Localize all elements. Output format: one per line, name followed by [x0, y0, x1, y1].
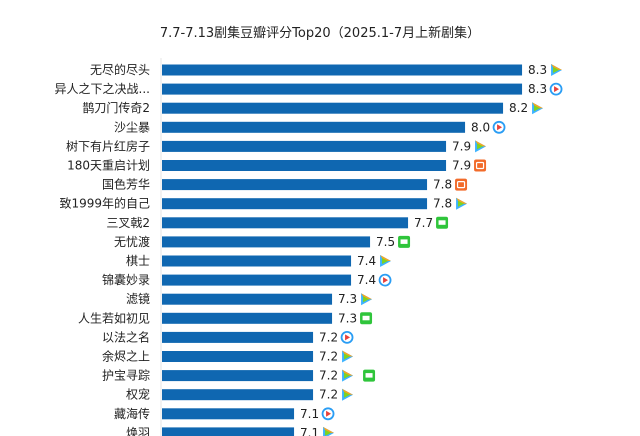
value-label: 7.3	[338, 292, 357, 306]
bar	[162, 83, 523, 95]
category-label: 滤镜	[126, 291, 150, 306]
iqiyi-platform-icon	[436, 216, 449, 229]
category-label: 树下有片红房子	[66, 138, 150, 153]
bar	[162, 102, 504, 114]
value-label: 7.5	[376, 235, 395, 249]
value-label: 8.3	[528, 63, 547, 77]
bar	[162, 293, 333, 305]
category-label: 以法之名	[102, 329, 150, 344]
bar	[162, 236, 371, 248]
value-label: 7.4	[357, 254, 376, 268]
youku-platform-icon	[549, 82, 563, 96]
category-label: 人生若如初见	[78, 310, 150, 325]
tencent-platform-icon	[551, 64, 563, 76]
mango-platform-icon	[474, 159, 487, 172]
category-label: 锦囊妙录	[102, 272, 150, 287]
tencent-platform-icon	[361, 293, 373, 306]
bar	[162, 427, 295, 436]
category-label: 180天重启计划	[67, 159, 150, 173]
category-label: 无尽的尽头	[90, 62, 150, 77]
bar	[162, 274, 352, 286]
value-label: 7.3	[338, 311, 357, 325]
value-label: 7.1	[300, 426, 319, 436]
value-label: 8.0	[471, 120, 490, 134]
category-label: 权宠	[126, 387, 150, 402]
category-label: 鹊刀门传奇2	[82, 100, 150, 115]
tencent-platform-icon	[475, 140, 487, 153]
bar	[162, 217, 409, 229]
bar	[162, 408, 295, 420]
value-label: 7.9	[452, 159, 471, 173]
iqiyi-platform-icon	[360, 312, 373, 325]
youku-platform-icon	[340, 330, 354, 344]
value-label: 7.1	[300, 407, 319, 421]
tencent-platform-icon	[380, 255, 392, 267]
value-label: 7.8	[433, 178, 452, 192]
bar	[162, 140, 447, 152]
bar	[162, 179, 428, 191]
category-label: 护宝寻踪	[102, 369, 150, 383]
bar	[162, 370, 314, 382]
tencent-platform-icon	[342, 350, 354, 363]
category-label: 三叉戟2	[106, 216, 150, 230]
bar	[162, 389, 314, 401]
value-label: 7.2	[319, 350, 338, 364]
youku-platform-icon	[492, 120, 506, 134]
youku-platform-icon	[378, 273, 392, 287]
tencent-platform-icon	[456, 197, 468, 210]
value-label: 7.4	[357, 273, 376, 287]
category-label: 余烬之上	[102, 349, 150, 364]
tencent-platform-icon	[342, 369, 354, 382]
category-label: 致1999年的自己	[59, 196, 150, 211]
tencent-platform-icon	[532, 102, 544, 115]
value-label: 7.9	[452, 139, 471, 153]
category-label: 焕羽	[126, 426, 150, 436]
category-label: 国色芳华	[102, 178, 150, 192]
category-label: 无忧渡	[114, 234, 150, 249]
tencent-platform-icon	[342, 388, 354, 401]
category-label: 异人之下之决战...	[55, 82, 150, 96]
value-label: 7.8	[433, 197, 452, 211]
category-label: 藏海传	[114, 406, 150, 421]
category-label: 棋士	[126, 254, 150, 268]
value-label: 7.2	[319, 369, 338, 383]
value-label: 7.2	[319, 330, 338, 344]
value-label: 8.2	[509, 101, 528, 115]
bar	[162, 121, 466, 133]
bar	[162, 312, 333, 324]
iqiyi-platform-icon	[398, 235, 411, 248]
mango-platform-icon	[455, 178, 468, 191]
chart-title: 7.7-7.13剧集豆瓣评分Top20（2025.1-7月上新剧集）	[159, 26, 481, 41]
bar	[162, 198, 428, 210]
value-label: 7.7	[414, 216, 433, 230]
bar	[162, 255, 352, 267]
value-label: 8.3	[528, 82, 547, 96]
bar	[162, 160, 447, 171]
iqiyi-platform-icon	[363, 369, 376, 382]
category-label: 沙尘暴	[114, 120, 150, 134]
bar	[162, 64, 523, 76]
value-label: 7.2	[319, 388, 338, 402]
bar	[162, 351, 314, 362]
youku-platform-icon	[321, 407, 335, 421]
bar	[162, 331, 314, 343]
tencent-platform-icon	[323, 426, 335, 436]
